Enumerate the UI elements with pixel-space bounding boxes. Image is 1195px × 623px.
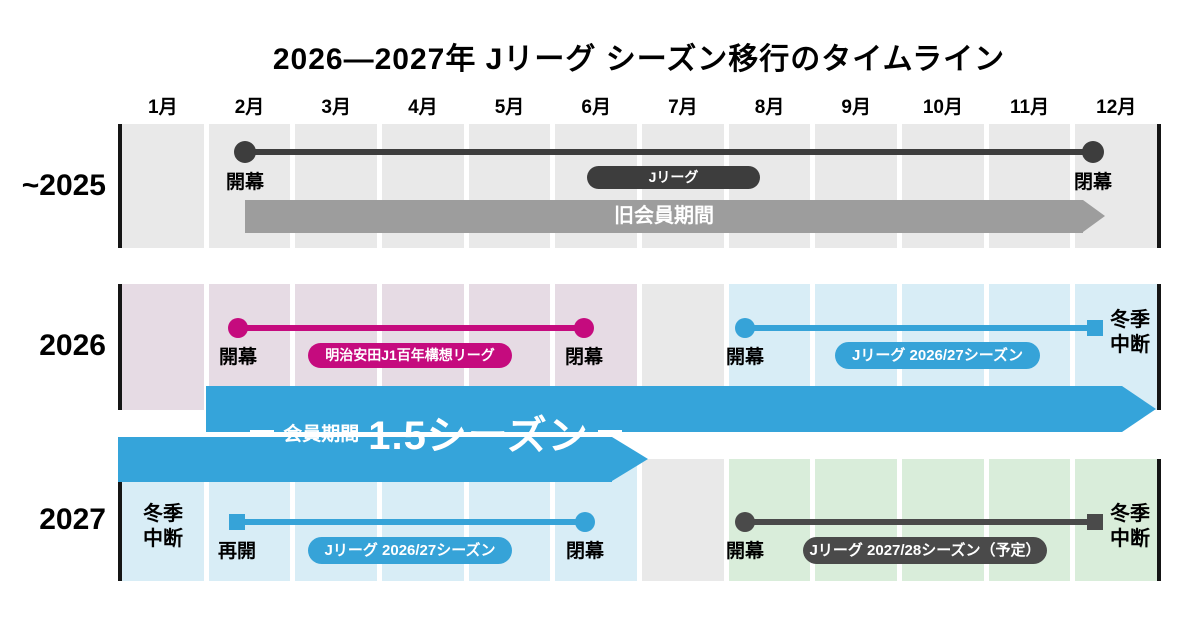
season-2025-line: [245, 149, 1093, 155]
season-2026-27-open-label: 開幕: [725, 347, 764, 368]
season-2027-28-open-label: 開幕: [725, 541, 764, 562]
season-2027-28-open-dot: [735, 512, 755, 532]
old-membership-label: 旧会員期間: [614, 205, 714, 227]
callout-left-dash: [250, 429, 275, 435]
month-label: 7月: [668, 97, 698, 118]
row-2026-right-border: [1157, 284, 1161, 410]
membership-bar-2026: [206, 386, 1122, 432]
season-2027-28-line: [745, 519, 1095, 525]
season-2026-27-line: [745, 325, 1095, 331]
membership-bar-2026-arrowhead: [1122, 386, 1156, 432]
month-cell: [122, 284, 204, 410]
row-2026-left-border: [118, 284, 122, 410]
season-2026-27-resume-line: [237, 519, 585, 525]
season-2026-27-resume-label: 再開: [217, 541, 256, 562]
j1-centennial-pill: 明治安田J1百年構想リーグ: [308, 343, 512, 368]
month-label: 11月: [1010, 97, 1050, 118]
j1-centennial-line: [238, 325, 584, 331]
row-2025-right-border: [1157, 124, 1161, 248]
winter-break-2027-end-label: 冬季中断: [1110, 503, 1150, 550]
season-2027-28-break-square: [1087, 514, 1103, 530]
winter-break-2027-start-label: 冬季中断: [143, 503, 183, 550]
season-2025-open-dot: [234, 141, 256, 163]
j1-centennial-close-label: 閉幕: [564, 347, 603, 368]
month-label: 9月: [841, 97, 871, 118]
month-label: 12月: [1096, 97, 1137, 118]
month-label: 10月: [922, 97, 963, 118]
old-membership-bar: [245, 200, 1083, 233]
month-label: 5月: [494, 97, 525, 118]
callout-right-dash: [597, 429, 622, 435]
month-cell: [642, 459, 724, 581]
month-label: 1月: [148, 97, 178, 118]
membership-period-label: 会員期間: [283, 423, 360, 445]
month-label: 2月: [234, 97, 265, 118]
season-2026-27-resume-pill: Jリーグ 2026/27シーズン: [308, 537, 512, 564]
season-2025-close-label: 閉幕: [1073, 172, 1112, 193]
season-2025-close-dot: [1082, 141, 1104, 163]
year-label-2027: 2027: [39, 503, 106, 536]
season-2025-open-label: 開幕: [225, 172, 264, 193]
row-2027-right-border: [1157, 459, 1161, 581]
row-2025-left-border: [118, 124, 122, 248]
j1-centennial-close-dot: [574, 318, 594, 338]
month-cell: [122, 124, 204, 248]
month-label: 3月: [321, 97, 351, 118]
old-membership-arrowhead: [1083, 200, 1105, 232]
membership-duration-callout: 会員期間 1.5シーズン: [250, 406, 622, 458]
row-2027-left-border: [118, 459, 122, 581]
jleague-pill-2025: Jリーグ: [587, 166, 760, 189]
year-label-2026: 2026: [39, 329, 106, 362]
membership-bar-2027-arrowhead: [612, 437, 648, 481]
year-label-2025: ~2025: [21, 169, 106, 202]
membership-duration-value: 1.5シーズン: [368, 414, 589, 458]
season-2026-27-close-label: 閉幕: [565, 541, 604, 562]
month-label: 6月: [581, 97, 611, 118]
season-2026-27-break-square: [1087, 320, 1103, 336]
month-label: 4月: [408, 97, 438, 118]
j1-centennial-open-dot: [228, 318, 248, 338]
month-header: 1月 2月 3月 4月 5月 6月 7月 8月 9月 10月 11月 12月: [122, 94, 1157, 122]
season-2026-27-open-dot: [735, 318, 755, 338]
season-2026-27-resume-square: [229, 514, 245, 530]
j1-centennial-open-label: 開幕: [218, 347, 257, 368]
season-2027-28-pill: Jリーグ 2027/28シーズン（予定）: [803, 537, 1047, 564]
month-label: 8月: [754, 97, 785, 118]
page-title: 2026―2027年 Jリーグ シーズン移行のタイムライン: [272, 43, 1006, 76]
winter-break-2026-label: 冬季中断: [1110, 309, 1150, 356]
season-2026-27-close-dot: [575, 512, 595, 532]
membership-bar-2027: [118, 437, 612, 482]
season-2026-27-pill: Jリーグ 2026/27シーズン: [835, 342, 1040, 369]
